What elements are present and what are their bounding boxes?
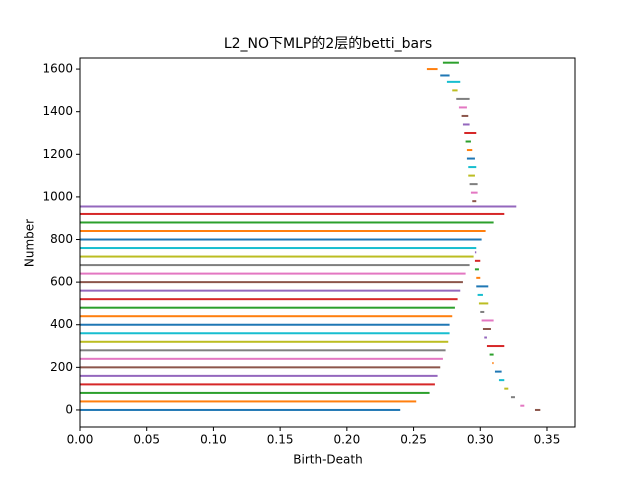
bar bbox=[80, 340, 449, 343]
bar bbox=[426, 68, 438, 71]
bar bbox=[80, 306, 455, 309]
bar bbox=[464, 131, 477, 134]
x-tick-label: 0.10 bbox=[200, 433, 227, 447]
bar bbox=[442, 61, 459, 64]
x-tick-label: 0.20 bbox=[333, 433, 360, 447]
y-tick-label: 0 bbox=[65, 402, 73, 416]
bar bbox=[504, 387, 509, 390]
bar bbox=[80, 349, 446, 352]
bar bbox=[80, 205, 517, 208]
bar bbox=[456, 97, 470, 100]
bar bbox=[494, 370, 502, 373]
bar bbox=[482, 327, 491, 330]
y-tick-label: 600 bbox=[50, 275, 73, 289]
bar bbox=[80, 289, 461, 292]
bar bbox=[80, 298, 458, 301]
bar bbox=[80, 229, 486, 232]
bar bbox=[80, 315, 453, 318]
bar bbox=[474, 268, 479, 271]
bar bbox=[80, 408, 401, 411]
bar bbox=[80, 255, 474, 258]
bar bbox=[477, 293, 483, 296]
bar bbox=[510, 396, 515, 399]
bar bbox=[468, 174, 475, 177]
bar bbox=[80, 332, 450, 335]
bar bbox=[466, 157, 475, 160]
bar bbox=[478, 302, 489, 305]
bar bbox=[440, 74, 450, 77]
x-tick-label: 0.30 bbox=[467, 433, 494, 447]
bar bbox=[484, 336, 487, 339]
bar bbox=[80, 221, 494, 224]
bar bbox=[476, 276, 481, 279]
bar bbox=[468, 166, 477, 169]
bar bbox=[80, 212, 505, 215]
bar bbox=[462, 123, 470, 126]
bar bbox=[446, 80, 461, 83]
y-tick-label: 1000 bbox=[42, 189, 73, 203]
plot-frame bbox=[79, 57, 576, 428]
bar bbox=[520, 404, 525, 407]
bar bbox=[498, 379, 505, 382]
bar bbox=[80, 247, 477, 250]
bar bbox=[80, 238, 482, 241]
bar bbox=[80, 400, 417, 403]
y-tick-label: 1400 bbox=[42, 104, 73, 118]
bar bbox=[80, 374, 438, 377]
y-tick-label: 400 bbox=[50, 317, 73, 331]
bar bbox=[472, 200, 477, 203]
x-tick-label: 0.00 bbox=[67, 433, 94, 447]
bar bbox=[80, 281, 463, 284]
y-tick-label: 1200 bbox=[42, 147, 73, 161]
bar bbox=[534, 408, 541, 411]
bar bbox=[80, 366, 441, 369]
chart-title: L2_NO下MLP的2层的betti_bars bbox=[224, 36, 432, 52]
bar bbox=[80, 391, 430, 394]
bar bbox=[452, 89, 458, 92]
bar bbox=[486, 345, 505, 348]
bar bbox=[474, 259, 481, 262]
y-tick-label: 200 bbox=[50, 360, 73, 374]
bar bbox=[476, 285, 489, 288]
bar bbox=[80, 264, 470, 267]
x-tick-label: 0.35 bbox=[534, 433, 561, 447]
bar bbox=[458, 106, 467, 109]
bar bbox=[474, 251, 477, 254]
x-tick-label: 0.05 bbox=[133, 433, 160, 447]
y-axis-label: Number bbox=[23, 219, 37, 267]
bar bbox=[492, 362, 494, 365]
bar bbox=[469, 183, 478, 186]
y-tick-label: 1600 bbox=[42, 62, 73, 76]
bar bbox=[465, 140, 471, 143]
bar bbox=[80, 383, 435, 386]
y-tick-label: 800 bbox=[50, 232, 73, 246]
x-tick-label: 0.15 bbox=[267, 433, 294, 447]
bar bbox=[466, 149, 473, 152]
bar bbox=[461, 114, 469, 117]
bar bbox=[80, 357, 443, 360]
x-axis-label: Birth-Death bbox=[293, 453, 362, 467]
bar bbox=[80, 272, 466, 275]
bar bbox=[470, 191, 478, 194]
x-tick-label: 0.25 bbox=[400, 433, 427, 447]
bar bbox=[481, 319, 494, 322]
bar bbox=[489, 353, 494, 356]
bar bbox=[480, 310, 485, 313]
bar bbox=[80, 323, 450, 326]
